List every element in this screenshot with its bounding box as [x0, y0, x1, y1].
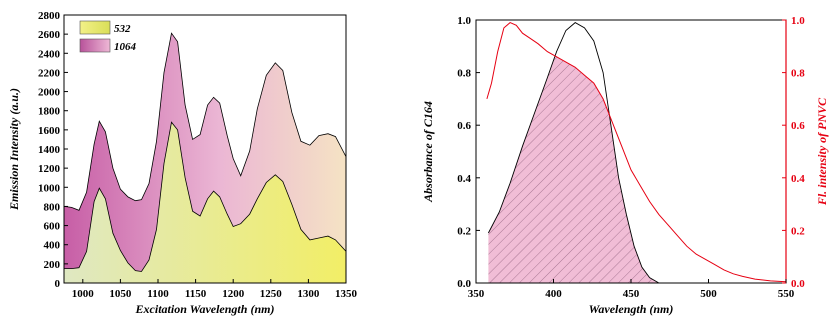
right-x-tick-label: 500: [700, 288, 717, 300]
area-532: [64, 122, 346, 283]
line-532: [64, 121, 346, 272]
left-y-tick-label: 1400: [38, 144, 61, 156]
right-y-tick-label: 0.2: [457, 225, 471, 237]
left-y-tick-label: 600: [44, 221, 61, 233]
legend-label-532: 532: [114, 23, 131, 35]
right-x-tick-label: 400: [545, 288, 562, 300]
left-x-tick-label: 1350: [335, 288, 358, 300]
right-chart: 350 400 450 500 5500.00.20.40.60.81.00.00.20…: [421, 15, 829, 316]
right-y-tick-label: 0.8: [457, 68, 471, 80]
overlap-area: [488, 55, 659, 283]
right-y-axis-label: Absorbance of C164: [421, 101, 435, 203]
right-y2-tick-label: 0.2: [791, 225, 805, 237]
left-y-tick-label: 200: [44, 259, 61, 271]
left-x-tick-label: 1000: [72, 288, 95, 300]
right-y2-tick-label: 0.8: [791, 68, 805, 80]
legend-swatch-532: [79, 20, 111, 35]
right-y2-tick-label: 1.0: [791, 15, 805, 27]
fluorescence-line: [486, 22, 786, 283]
left-x-tick-label: 1300: [297, 288, 320, 300]
left-y-tick-label: 1000: [38, 182, 61, 194]
right-y-tick-label: 0.6: [457, 120, 471, 132]
left-y-tick-label: 1600: [38, 125, 61, 137]
right-y2-tick-label: 0.4: [791, 173, 805, 185]
right-y2-axis-label: Fl. intensity of PNVC: [815, 97, 829, 206]
legend-swatch-1064: [79, 38, 111, 53]
right-y-tick-label: 0.0: [457, 278, 471, 290]
left-x-tick-label: 1050: [109, 288, 132, 300]
left-y-tick-label: 2400: [38, 48, 61, 60]
left-x-axis-label: Excitation Wavelength (nm): [135, 302, 275, 316]
left-y-tick-label: 2200: [38, 67, 61, 79]
left-y-axis-label: Emission Intensity (a.u.): [7, 88, 21, 211]
right-x-tick-label: 550: [778, 288, 795, 300]
left-x-tick-label: 1250: [260, 288, 283, 300]
left-y-tick-label: 1800: [38, 106, 61, 118]
left-y-tick-label: 2600: [38, 29, 61, 41]
right-x-axis-label: Wavelength (nm): [589, 302, 674, 316]
right-y-tick-label: 0.4: [457, 173, 471, 185]
legend-label-1064: 1064: [114, 41, 137, 53]
left-y-tick-label: 1200: [38, 163, 61, 175]
left-y-tick-label: 2800: [38, 10, 61, 22]
left-y-tick-label: 0: [55, 278, 61, 290]
left-chart: 1000 1050 1100 1150 1200 1250 1300 1350 0 200 400 6…: [7, 10, 358, 316]
left-y-tick-label: 400: [44, 240, 61, 252]
line-1064: [64, 32, 346, 211]
left-x-tick-label: 1100: [147, 288, 169, 300]
right-y-tick-label: 1.0: [457, 15, 471, 27]
right-y2-tick-label: 0.0: [791, 278, 805, 290]
area-1064: [64, 33, 346, 272]
right-x-tick-label: 350: [468, 288, 485, 300]
left-y-tick-label: 2000: [38, 87, 61, 99]
absorbance-line: [488, 22, 660, 283]
left-x-tick-label: 1200: [222, 288, 245, 300]
right-y2-tick-label: 0.6: [791, 120, 805, 132]
left-y-tick-label: 800: [44, 201, 61, 213]
left-x-tick-label: 1150: [185, 288, 207, 300]
right-x-tick-label: 450: [623, 288, 640, 300]
